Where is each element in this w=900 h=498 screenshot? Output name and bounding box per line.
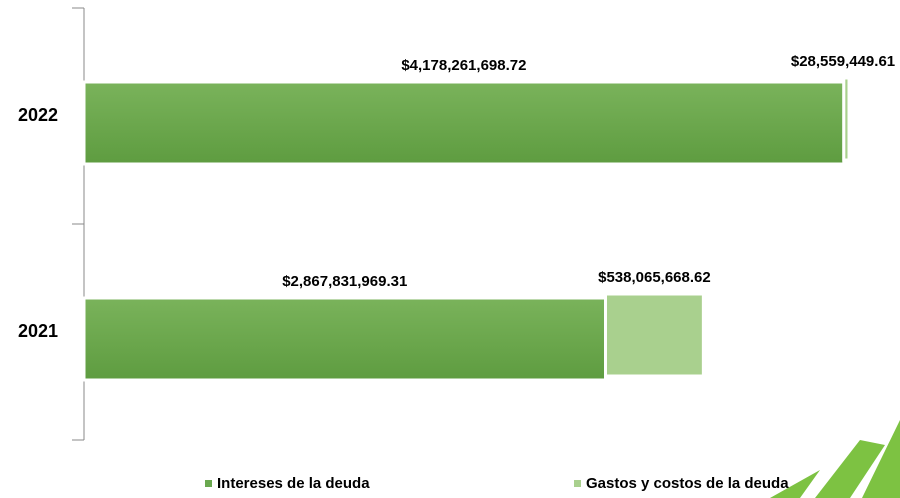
legend-label: Gastos y costos de la deuda (586, 475, 789, 492)
value-label: $4,178,261,698.72 (401, 57, 526, 74)
legend-label: Intereses de la deuda (217, 475, 370, 492)
bar (82, 80, 846, 166)
bar (604, 292, 705, 378)
legend-swatch (574, 480, 581, 487)
category-label: 2022 (18, 105, 58, 125)
category-label: 2021 (18, 321, 58, 341)
bar (82, 296, 608, 382)
watermark (770, 420, 900, 498)
value-label: $28,559,449.61 (791, 53, 895, 70)
value-label: $538,065,668.62 (598, 269, 711, 286)
bar (842, 76, 851, 162)
legend-swatch (205, 480, 212, 487)
value-label: $2,867,831,969.31 (282, 273, 407, 290)
